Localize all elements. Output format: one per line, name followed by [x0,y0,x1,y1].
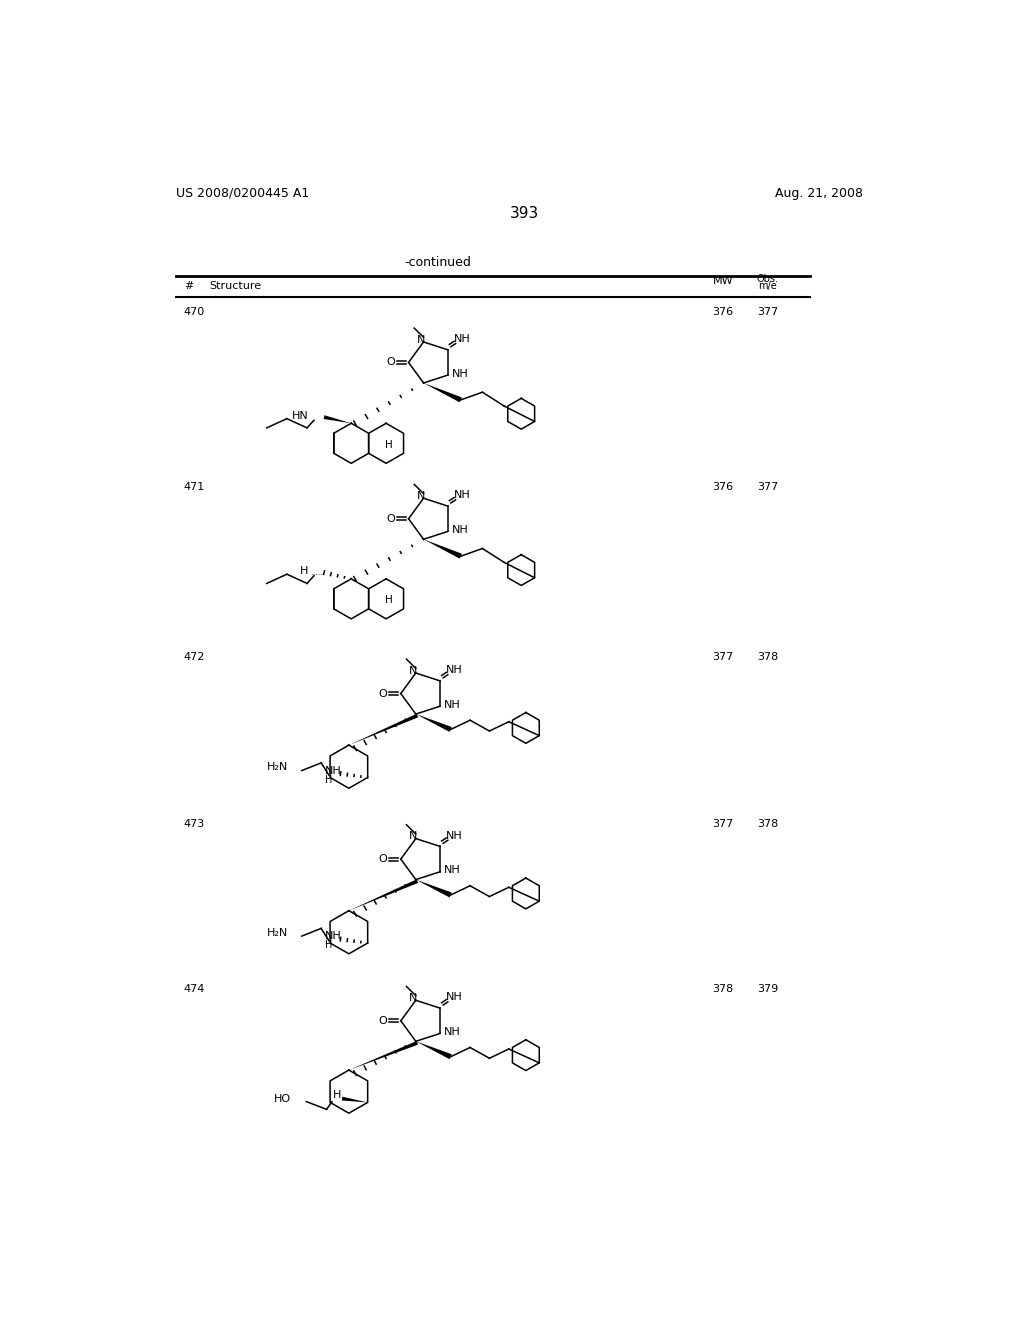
Text: MW: MW [713,276,733,286]
Text: O: O [386,358,395,367]
Text: N: N [410,832,418,841]
Text: H: H [326,775,333,785]
Text: 378: 378 [757,652,778,663]
Text: NH: NH [452,368,469,379]
Text: HO: HO [273,1094,291,1105]
Polygon shape [416,714,452,731]
Text: 377: 377 [713,818,734,829]
Polygon shape [424,383,462,403]
Text: H: H [326,940,333,950]
Polygon shape [424,540,462,558]
Text: .....: ..... [310,568,323,577]
Text: 471: 471 [183,482,205,491]
Text: NH: NH [454,490,470,500]
Text: NH: NH [444,700,461,710]
Polygon shape [349,1041,418,1071]
Text: O: O [379,1016,387,1026]
Text: H: H [385,595,392,606]
Text: 474: 474 [183,983,205,994]
Text: 376: 376 [713,482,734,491]
Polygon shape [349,879,418,911]
Text: m/e: m/e [758,281,777,292]
Text: 377: 377 [757,308,778,318]
Text: O: O [379,854,387,865]
Text: US 2008/0200445 A1: US 2008/0200445 A1 [176,187,309,199]
Text: NH: NH [452,525,469,535]
Text: 379: 379 [757,983,778,994]
Polygon shape [342,1097,368,1102]
Text: H: H [385,440,392,450]
Polygon shape [416,1041,452,1059]
Text: NH: NH [325,931,341,941]
Text: NH: NH [325,766,341,776]
Text: 376: 376 [713,308,734,318]
Text: NH: NH [445,665,463,675]
Text: Obs.: Obs. [757,273,778,284]
Text: 473: 473 [183,818,205,829]
Text: NH: NH [445,993,463,1002]
Text: N: N [410,665,418,676]
Text: Structure: Structure [209,281,261,292]
Text: O: O [386,513,395,524]
Text: O: O [379,689,387,698]
Text: HN: HN [292,411,308,421]
Text: 377: 377 [713,652,734,663]
Text: NH: NH [444,1027,461,1038]
Polygon shape [324,416,351,424]
Text: H₂N: H₂N [266,928,288,939]
Text: Aug. 21, 2008: Aug. 21, 2008 [775,187,863,199]
Text: #: # [183,281,194,292]
Text: H: H [300,566,308,576]
Text: H: H [333,1090,341,1101]
Text: 472: 472 [183,652,205,663]
Text: N: N [417,491,425,502]
Text: N: N [410,993,418,1003]
Text: 470: 470 [183,308,205,318]
Text: H₂N: H₂N [266,763,288,772]
Text: -continued: -continued [404,256,471,269]
Text: NH: NH [444,865,461,875]
Text: 377: 377 [757,482,778,491]
Polygon shape [349,714,418,744]
Text: N: N [417,335,425,345]
Text: 393: 393 [510,206,540,222]
Text: NH: NH [445,830,463,841]
Text: NH: NH [454,334,470,345]
Polygon shape [416,879,452,898]
Text: 378: 378 [757,818,778,829]
Text: 378: 378 [713,983,734,994]
